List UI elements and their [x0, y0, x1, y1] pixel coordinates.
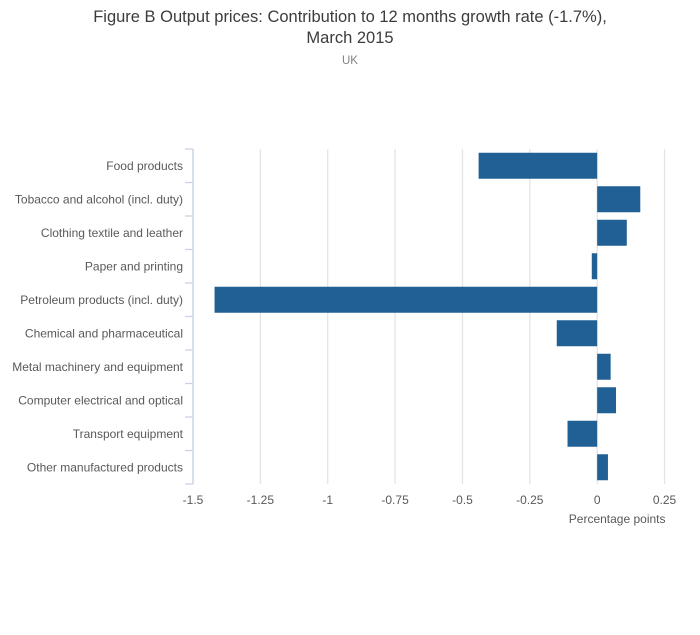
bar-metal-machinery-and-equipment[interactable]	[597, 353, 611, 380]
chart-title: Figure B Output prices: Contribution to …	[0, 7, 700, 49]
category-label: Petroleum products (incl. duty)	[20, 293, 183, 307]
x-tick-label: -1.25	[247, 493, 275, 507]
category-label: Paper and printing	[85, 259, 183, 273]
chart-title-line2: March 2015	[306, 29, 394, 47]
x-tick-label: -0.5	[452, 493, 473, 507]
category-label: Chemical and pharmaceutical	[25, 326, 183, 340]
chart-subtitle: UK	[342, 55, 358, 67]
category-label: Clothing textile and leather	[41, 226, 183, 240]
category-label: Tobacco and alcohol (incl. duty)	[15, 192, 183, 206]
bar-tobacco-and-alcohol-incl-duty[interactable]	[597, 186, 641, 213]
category-label: Metal machinery and equipment	[12, 360, 183, 374]
category-label: Transport equipment	[73, 427, 184, 441]
bar-other-manufactured-products[interactable]	[597, 454, 608, 481]
x-axis-title: Percentage points	[569, 512, 666, 526]
x-tick-label: -1.5	[183, 493, 204, 507]
x-tick-label: 0.25	[653, 493, 677, 507]
category-label: Computer electrical and optical	[18, 393, 183, 407]
bar-petroleum-products-incl-duty[interactable]	[214, 286, 598, 313]
x-tick-label: -0.75	[381, 493, 409, 507]
bar-transport-equipment[interactable]	[567, 420, 598, 447]
bar-clothing-textile-and-leather[interactable]	[597, 219, 627, 246]
bar-paper-and-printing[interactable]	[591, 253, 598, 280]
category-label: Other manufactured products	[27, 460, 183, 474]
bar-chemical-and-pharmaceutical[interactable]	[556, 320, 598, 347]
x-tick-label: -1	[322, 493, 333, 507]
x-tick-label: -0.25	[516, 493, 544, 507]
x-tick-label: 0	[594, 493, 601, 507]
category-label: Food products	[106, 159, 183, 173]
chart-title-line1: Figure B Output prices: Contribution to …	[93, 8, 607, 26]
bar-computer-electrical-and-optical[interactable]	[597, 387, 617, 414]
bar-food-products[interactable]	[478, 152, 598, 179]
